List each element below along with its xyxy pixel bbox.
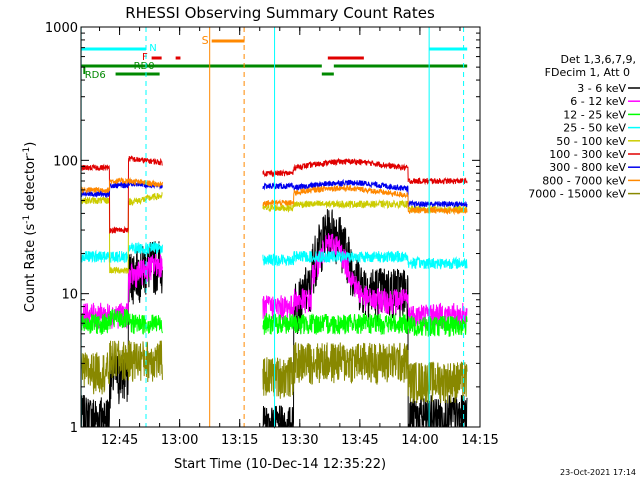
legend-entry-label: 12 - 25 keV bbox=[563, 108, 626, 121]
chart-title: RHESSI Observing Summary Count Rates bbox=[125, 4, 435, 22]
series-line bbox=[80, 240, 468, 270]
legend-entry-label: 6 - 12 keV bbox=[570, 95, 626, 108]
y-tick-label: 10 bbox=[61, 288, 78, 303]
legend: Det 1,3,6,7,9, FDecim 1, Att 0 3 - 6 keV… bbox=[528, 53, 640, 201]
plot-frame bbox=[80, 26, 481, 428]
x-axis-label: Start Time (10-Dec-14 12:35:22) bbox=[174, 457, 386, 472]
legend-title-line-2: FDecim 1, Att 0 bbox=[545, 66, 630, 79]
series-line bbox=[80, 155, 468, 234]
x-tick-label: 13:45 bbox=[341, 433, 378, 448]
flare-flag-label: F bbox=[142, 52, 148, 63]
legend-entry-label: 800 - 7000 keV bbox=[542, 174, 626, 187]
y-tick-label: 100 bbox=[53, 154, 78, 169]
data-lines-layer bbox=[80, 155, 468, 429]
legend-title-line-1: Det 1,3,6,7,9, bbox=[560, 53, 636, 66]
legend-entry-label: 3 - 6 keV bbox=[577, 82, 626, 95]
x-tick-label: 13:15 bbox=[221, 433, 258, 448]
axes-layer: 12:45 13:00 13:15 13:30 13:45 14:00 14:15 1 10 10… bbox=[45, 21, 499, 448]
rd6-flag-label: RD6 bbox=[85, 70, 106, 81]
x-tick-label: 13:30 bbox=[281, 433, 318, 448]
x-tick-label: 13:00 bbox=[161, 433, 198, 448]
series-line bbox=[80, 308, 468, 337]
y-tick-label: 1000 bbox=[45, 21, 78, 36]
generated-timestamp: 23-Oct-2021 17:14 bbox=[560, 468, 636, 477]
legend-entry-label: 7000 - 15000 keV bbox=[528, 188, 626, 201]
legend-entry-label: 25 - 50 keV bbox=[563, 122, 626, 135]
y-axis-label: Count Rate (s-1 detector-1) bbox=[22, 142, 38, 313]
rd0-flag-label: RD0 bbox=[134, 61, 155, 72]
legend-entry-label: 300 - 800 keV bbox=[549, 161, 626, 174]
series-line bbox=[80, 176, 468, 216]
x-tick-label: 14:15 bbox=[461, 433, 498, 448]
night-flag-label: N bbox=[149, 43, 156, 54]
saa-flag-label: S bbox=[202, 34, 209, 47]
legend-entry-label: 50 - 100 keV bbox=[556, 135, 626, 148]
x-tick-label: 12:45 bbox=[101, 433, 138, 448]
x-tick-label: 14:00 bbox=[401, 433, 438, 448]
legend-entry-label: 100 - 300 keV bbox=[549, 148, 626, 161]
y-tick-label: 1 bbox=[70, 421, 78, 436]
series-line bbox=[80, 340, 468, 404]
